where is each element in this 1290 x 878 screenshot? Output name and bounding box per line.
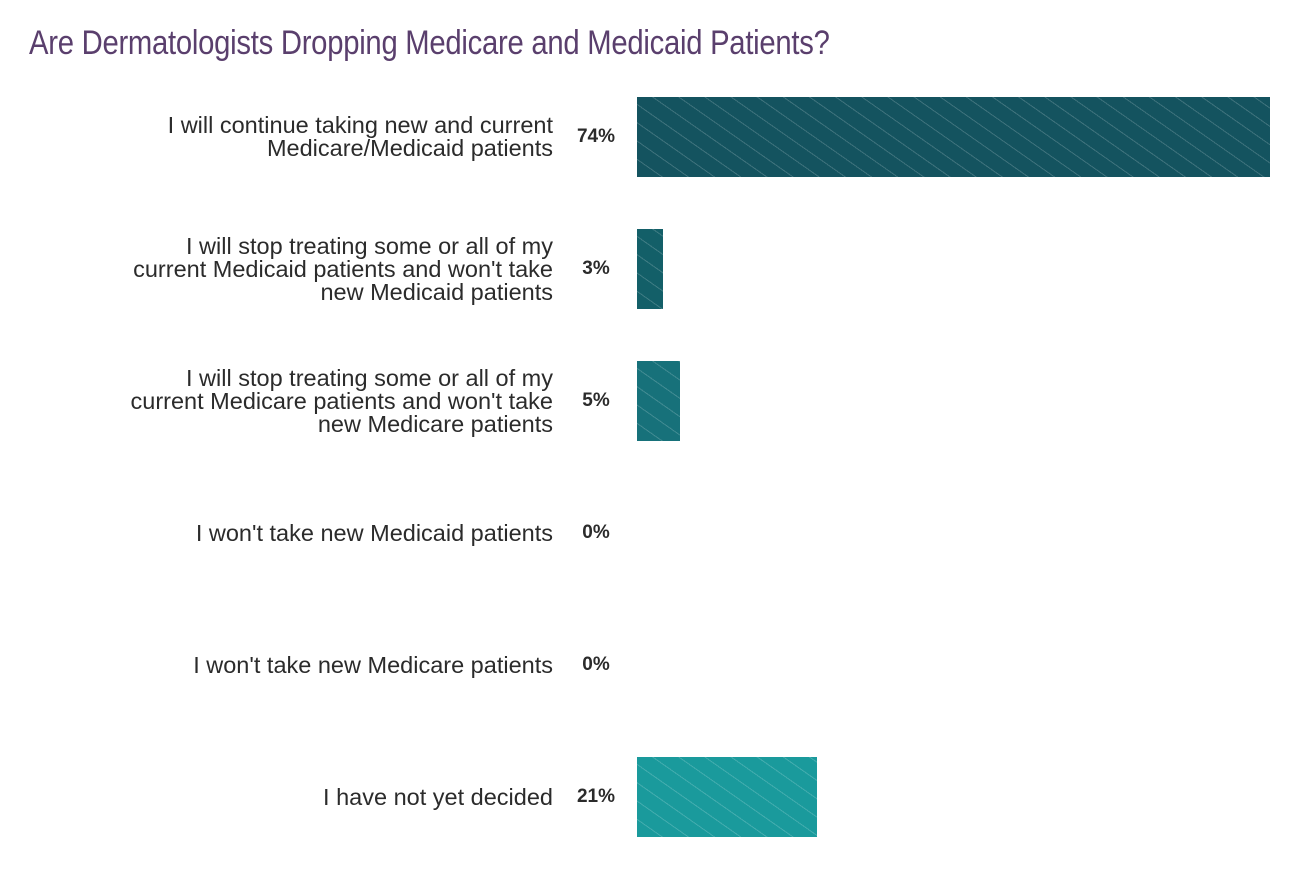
category-label-line: new Medicaid patients <box>320 278 553 305</box>
category-label: I won't take new Medicare patients <box>0 625 553 705</box>
bar <box>637 229 663 309</box>
category-label-line: I won't take new Medicaid patients <box>195 519 553 546</box>
category-label-line: current Medicaid patients and won't take <box>133 255 553 282</box>
category-label: I won't take new Medicaid patients <box>0 493 553 573</box>
data-label: 5% <box>582 390 610 411</box>
category-label-line: I have not yet decided <box>323 783 553 810</box>
category-label-line: new Medicare patients <box>317 410 553 437</box>
data-label: 74% <box>576 126 616 147</box>
bar <box>637 361 680 441</box>
category-label-line: I won't take new Medicare patients <box>193 651 553 678</box>
data-label: 0% <box>582 522 610 543</box>
bar <box>637 757 817 837</box>
category-label-line: I will continue taking new and current <box>167 112 553 138</box>
data-label: 21% <box>576 786 616 807</box>
data-label: 3% <box>582 258 610 279</box>
bar <box>637 97 1270 177</box>
category-label: I will stop treating some or all of my cu… <box>0 229 553 309</box>
category-label-line: current Medicare patients and won't take <box>130 387 554 414</box>
chart-title: Are Dermatologists Dropping Medicare and… <box>29 24 830 62</box>
category-label: I will stop treating some or all of my cu… <box>0 361 554 441</box>
category-label: I have not yet decided <box>0 757 553 837</box>
category-label: I will continue taking new and current Me… <box>0 97 553 177</box>
category-label-line: I will stop treating some or all of my <box>186 364 553 391</box>
category-label-line: I will stop treating some or all of my <box>186 232 553 259</box>
data-label: 0% <box>582 654 610 675</box>
category-label-line: Medicare/Medicaid patients <box>266 135 553 161</box>
